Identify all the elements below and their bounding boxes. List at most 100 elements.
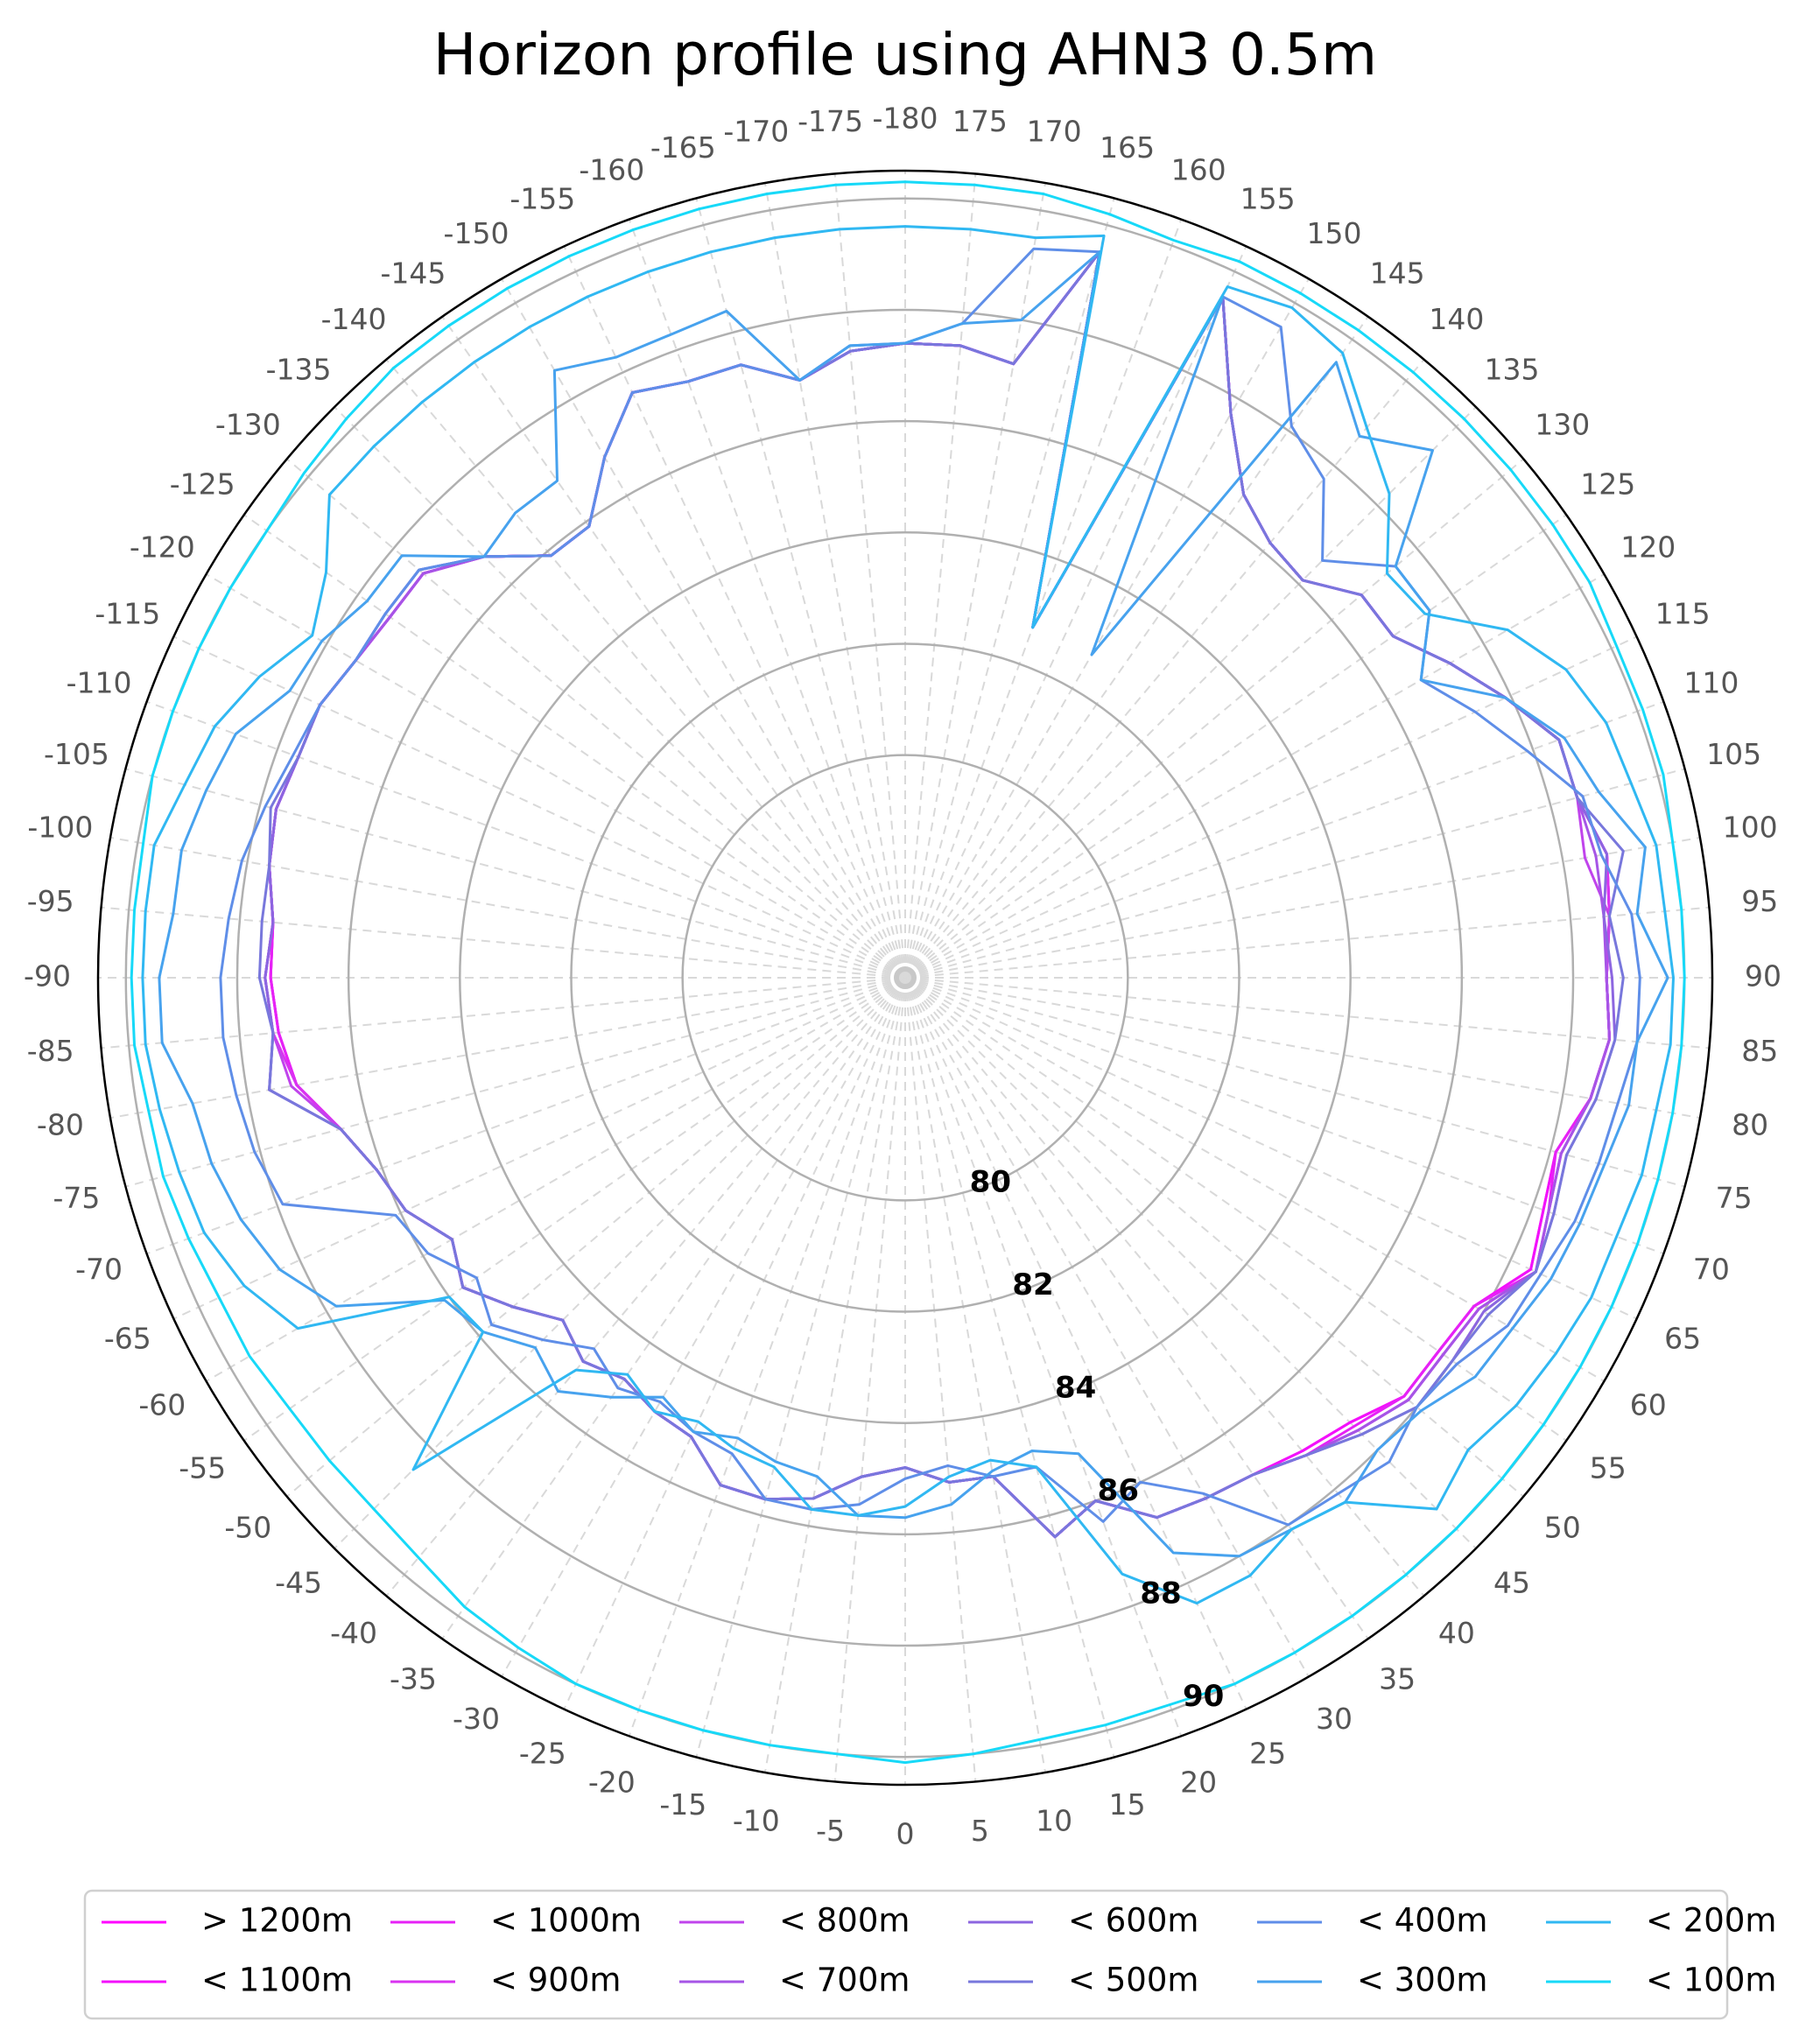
theta-gridline [904,198,1115,979]
series-layer [130,180,1686,1765]
series-line [130,180,1686,1765]
theta-tick-label: 175 [952,104,1008,138]
theta-tick-label: 110 [1683,665,1739,699]
theta-tick-label: 145 [1370,256,1425,291]
chart-title: Horizon profile using AHN3 0.5m [433,21,1377,88]
theta-tick-label: 40 [1438,1616,1475,1650]
theta-gridline [904,700,1664,979]
theta-gridline [695,977,906,1758]
theta-gridline [501,278,906,979]
theta-gridline [628,219,906,979]
theta-tick-label: -5 [816,1814,845,1848]
theta-gridline [563,245,906,979]
theta-tick-label: -50 [224,1510,271,1544]
theta-tick-label: 60 [1630,1388,1667,1422]
theta-tick-label: -70 [75,1253,123,1287]
theta-tick-label: -20 [588,1765,636,1799]
tick-layer: -180-175-170-165-160-155-150-145-140-135… [24,102,1781,1851]
theta-tick-label: 25 [1249,1737,1286,1771]
theta-tick-label: 125 [1580,467,1635,501]
theta-tick-label: 95 [1741,884,1778,918]
theta-gridline [334,977,906,1549]
theta-gridline [904,977,1115,1758]
theta-tick-label: -80 [37,1108,84,1142]
polar-center [894,966,917,989]
r-tick-label: 88 [1140,1576,1181,1611]
theta-tick-label: -10 [733,1804,780,1838]
r-gridline [235,308,1575,1647]
theta-tick-label: 15 [1109,1787,1146,1822]
theta-tick-label: -180 [873,102,938,136]
theta-tick-label: 55 [1590,1451,1627,1485]
theta-gridline [904,182,1047,979]
theta-gridline [904,359,1425,979]
r-gridline [681,754,1129,1202]
theta-tick-label: -165 [650,130,716,165]
theta-tick-label: 75 [1716,1181,1753,1215]
theta-gridline [101,906,906,979]
theta-gridline [904,977,1638,1320]
r-tick-label: 90 [1183,1679,1224,1714]
legend-label: > 1200m [201,1902,353,1940]
legend-label: < 200m [1646,1902,1776,1940]
r-tick-label: 86 [1098,1473,1139,1508]
theta-tick-label: 35 [1379,1661,1416,1695]
theta-gridline [904,977,1310,1677]
theta-gridline [286,977,906,1498]
theta-gridline [146,700,906,979]
theta-gridline [904,977,977,1782]
theta-gridline [904,977,1477,1549]
theta-gridline [904,219,1183,979]
theta-gridline [904,514,1567,979]
theta-tick-label: -145 [380,256,446,291]
theta-tick-label: -85 [27,1034,74,1068]
theta-tick-label: 150 [1307,216,1362,250]
theta-gridline [904,173,977,979]
theta-tick-label: 130 [1535,408,1590,442]
theta-gridline [243,977,906,1442]
legend-label: < 900m [490,1962,621,1999]
theta-tick-label: 170 [1027,114,1082,148]
theta-tick-label: -175 [798,104,863,138]
theta-tick-label: -55 [179,1451,226,1485]
theta-gridline [763,182,906,979]
theta-gridline [904,977,1701,1120]
grid-layer [96,169,1714,1787]
theta-gridline [904,245,1247,979]
theta-gridline [172,977,906,1320]
theta-tick-label: -75 [53,1181,100,1215]
theta-gridline [563,977,906,1710]
theta-tick-label: -120 [130,530,195,565]
theta-gridline [904,906,1710,979]
theta-tick-label: 105 [1706,737,1761,771]
theta-tick-label: 70 [1693,1253,1730,1287]
theta-gridline [206,977,906,1382]
theta-gridline [441,316,906,979]
theta-tick-label: 80 [1732,1108,1768,1142]
theta-gridline [243,514,906,979]
theta-gridline [125,977,906,1188]
theta-tick-label: -160 [579,153,644,187]
theta-tick-label: 5 [971,1814,989,1848]
theta-gridline [763,977,906,1773]
r-gridline [459,531,1352,1424]
theta-tick-label: -30 [453,1702,500,1736]
theta-gridline [172,635,906,979]
theta-tick-label: -115 [95,596,160,630]
series-line [141,225,1675,1605]
theta-tick-label: 30 [1316,1702,1353,1736]
legend-label: < 1000m [490,1902,642,1940]
theta-gridline [109,977,906,1120]
theta-gridline [904,977,1685,1188]
r-gridline [570,642,1240,1313]
r-tick-label: 80 [970,1164,1011,1199]
theta-tick-label: -140 [321,302,387,336]
theta-gridline [904,977,1664,1255]
theta-tick-label: -40 [330,1616,377,1650]
theta-tick-label: -15 [659,1787,706,1822]
theta-tick-label: -150 [444,216,509,250]
theta-gridline [385,359,906,979]
theta-gridline [101,977,906,1050]
theta-tick-label: 50 [1544,1510,1581,1544]
theta-tick-label: 45 [1493,1565,1530,1599]
